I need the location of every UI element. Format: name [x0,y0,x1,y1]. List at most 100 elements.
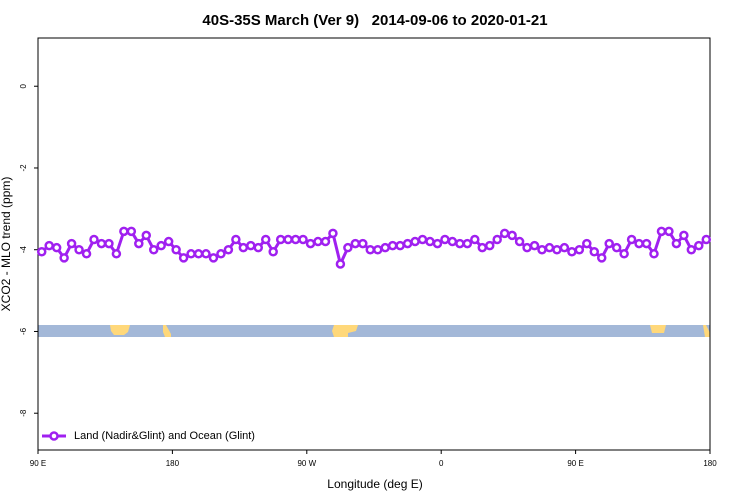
data-point [582,238,592,249]
data-point [656,226,667,237]
data-point [544,242,555,253]
x-tick-label: 180 [703,459,717,468]
x-axis-label: Longitude (deg E) [327,477,422,491]
data-point [335,259,346,269]
data-point [290,234,301,245]
data-point [529,240,540,251]
x-tick-label: 90 E [30,459,46,468]
data-point [619,249,629,259]
data-point [410,236,420,247]
y-tick-label: -6 [19,327,28,335]
data-point [216,249,226,259]
data-point [36,247,47,257]
data-point [492,234,502,245]
data-point [89,234,99,245]
data-point [119,226,129,237]
data-point [283,234,293,245]
data-point [402,238,413,249]
data-point [163,236,174,247]
data-point [589,247,600,257]
y-tick-label: -4 [19,246,28,254]
data-point [328,228,338,239]
data-point [634,238,644,249]
legend: Land (Nadir&Glint) and Ocean (Glint) [42,430,255,442]
y-tick-label: -8 [19,409,28,417]
legend-marker [49,431,59,441]
data-point [514,236,525,247]
data-point [193,249,204,259]
data-point [81,249,92,259]
x-tick-label: 90 W [297,459,316,468]
data-point [156,240,166,251]
data-point [387,240,398,251]
data-point [201,249,211,259]
data-point [372,244,383,255]
ocean-band [38,325,710,337]
data-point [701,234,712,245]
data-point [484,240,495,251]
data-point [611,242,622,253]
plot-frame [37,37,711,451]
data-point [567,247,577,257]
data-point [350,238,361,249]
y-tick-label: 0 [19,83,28,88]
data-point [298,234,308,245]
data-point [440,234,450,245]
data-point [671,238,682,249]
data-point [395,240,405,251]
x-tick-label: 180 [166,459,180,468]
data-point [66,238,77,249]
land-patch [332,325,358,337]
data-point [44,240,54,251]
data-point [686,244,697,255]
data-point [679,230,689,241]
data-point [596,253,607,263]
data-point [694,240,704,251]
data-point [74,244,84,255]
data-point [59,253,69,263]
data-point [477,242,488,253]
data-point [148,244,159,255]
y-tick-label: -2 [19,164,28,172]
data-point [305,238,316,249]
data-point [343,242,353,253]
data-point [96,238,107,249]
data-point [104,238,114,249]
data-point [223,244,234,255]
land-patch [110,325,130,335]
data-point [238,242,249,253]
data-point [268,247,278,257]
y-axis-label: XCO2 - MLO trend (ppm) [0,177,13,312]
data-point [470,234,480,245]
data-point [417,234,428,245]
data-point [462,238,473,249]
data-point [432,238,443,249]
data-point [275,234,286,245]
data-point [537,244,547,255]
data-point [51,242,62,253]
data-point [134,238,144,249]
data-point [313,236,323,247]
land-patch [703,325,710,337]
data-point [507,230,517,241]
data-point [425,236,435,247]
x-tick-label: 90 E [567,459,583,468]
data-point [186,249,196,259]
data-point [574,244,585,255]
data-point [552,244,562,255]
data-point [626,234,637,245]
data-point [171,244,181,255]
data-point [208,253,219,263]
data-point [447,236,458,247]
data-point [111,249,122,259]
data-point [499,228,510,239]
data-point [380,242,390,253]
data-point [358,238,368,249]
data-point [522,242,532,253]
data-point [253,242,264,253]
land-ocean-band [38,325,710,337]
chart-title: 40S-35S March (Ver 9) 2014-09-06 to 2020… [202,12,547,29]
data-point [260,234,271,245]
data-point [141,230,152,241]
